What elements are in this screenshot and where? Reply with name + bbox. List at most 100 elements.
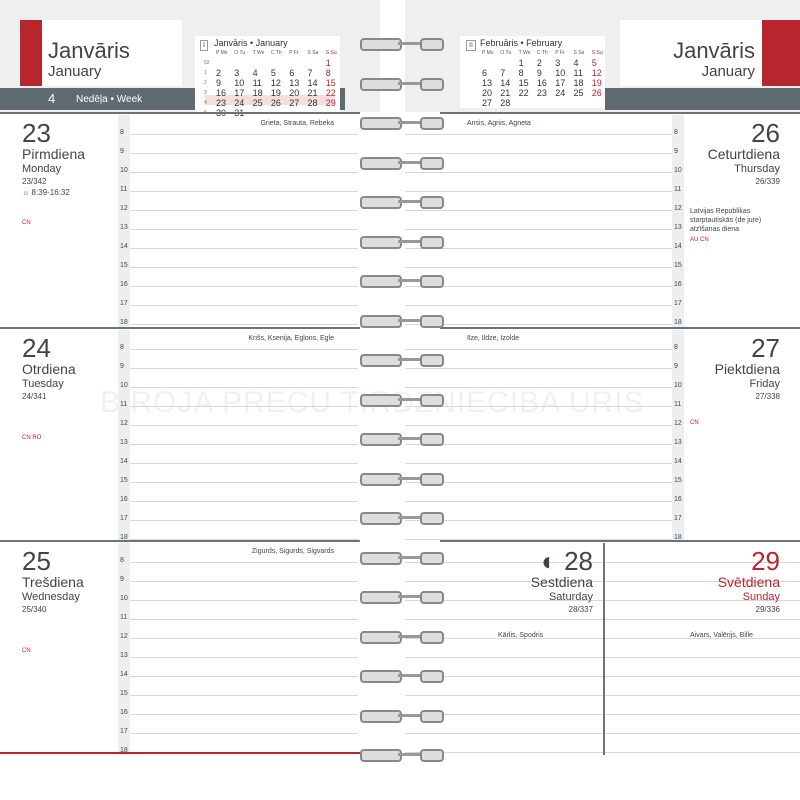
ruled-line [405, 520, 672, 521]
hour-label: 10 [120, 595, 128, 602]
mini-day: 8 [518, 68, 524, 78]
mini-day: 15 [325, 78, 336, 88]
mini-day: 6 [482, 68, 488, 78]
day-of-year: 23/342 [22, 177, 47, 186]
day-name-en: Friday [749, 378, 780, 390]
ruled-line [130, 733, 358, 734]
week-number: 4 [48, 91, 56, 106]
ruled-line [405, 676, 603, 677]
ruled-line [405, 425, 672, 426]
mini-day: 26 [270, 98, 281, 108]
ruled-line [130, 539, 358, 540]
mini-day: 28 [500, 98, 511, 108]
spiral-wire [398, 318, 420, 322]
day-name-lv: Svētdiena [717, 574, 780, 590]
hour-label: 17 [120, 300, 128, 307]
mini-day: 10 [234, 78, 245, 88]
spiral-wire [398, 634, 420, 638]
weekday-header: C Th [536, 50, 548, 56]
ruled-line [130, 638, 358, 639]
ruled-line [405, 600, 603, 601]
mini-calendar-bg [460, 36, 605, 108]
mini-day: 14 [500, 78, 511, 88]
mini-day: 8 [325, 68, 331, 78]
mini-day: 5 [591, 58, 597, 68]
spiral-wire [398, 595, 420, 598]
hour-label: 11 [674, 186, 682, 193]
spiral-ring [420, 749, 444, 762]
mini-day: 22 [518, 88, 529, 98]
week-bar [605, 88, 800, 110]
ruled-line [605, 600, 800, 601]
ruled-line [405, 581, 603, 582]
day-divider [440, 540, 800, 542]
day-name-en: Sunday [742, 591, 780, 603]
day-number: 24 [22, 333, 51, 363]
mini-day: 26 [591, 88, 602, 98]
ruled-line [130, 134, 358, 135]
spiral-ring [360, 38, 402, 51]
mini-day: 28 [307, 98, 318, 108]
hour-label: 18 [674, 534, 682, 541]
hour-label: 18 [120, 319, 128, 326]
ruled-line [130, 600, 358, 601]
hour-label: 9 [120, 148, 124, 155]
spiral-wire [398, 358, 420, 361]
week-number: 4 [204, 100, 207, 106]
hour-column [118, 330, 130, 542]
day-name-en: Wednesday [22, 591, 80, 603]
mini-day: 5 [270, 68, 276, 78]
name-days: Grieta, Strauta, Rebeka [260, 120, 334, 127]
day-of-year: 29/336 [755, 605, 780, 614]
spiral-ring [420, 591, 444, 604]
ruled-line [130, 210, 358, 211]
mini-day: 17 [234, 88, 245, 98]
week-number: 1 [204, 70, 207, 76]
mini-day: 20 [482, 88, 493, 98]
hour-label: 17 [674, 515, 682, 522]
hour-label: 10 [674, 382, 682, 389]
red-tab [762, 20, 800, 86]
hour-label: 12 [674, 205, 682, 212]
spiral-wire [398, 476, 420, 480]
spiral-wire [398, 160, 420, 164]
day-name-en: Saturday [548, 591, 593, 603]
mini-day: 11 [252, 78, 262, 88]
spiral-ring [420, 235, 444, 249]
spiral-ring [420, 77, 444, 91]
mini-day: 4 [573, 58, 579, 68]
mini-day: 19 [270, 88, 281, 98]
name-days: Ilze, Ildze, Izolde [467, 335, 520, 342]
hour-label: 11 [674, 401, 682, 408]
mini-day: 27 [289, 98, 300, 108]
mini-day: 25 [252, 98, 263, 108]
spiral-ring [360, 551, 402, 565]
mini-day: 19 [591, 78, 602, 88]
spiral-ring [360, 749, 402, 762]
ruled-line [130, 425, 358, 426]
mini-day: 18 [573, 78, 584, 88]
mini-day: 3 [234, 68, 240, 78]
hour-label: 13 [120, 439, 128, 446]
hour-label: 9 [120, 576, 124, 583]
hour-column [118, 115, 130, 327]
week-label: Nedēļa • Week [76, 94, 143, 105]
ruled-line [130, 153, 358, 154]
spiral-wire [398, 239, 420, 243]
hour-label: 8 [120, 344, 124, 351]
hour-label: 8 [120, 129, 124, 136]
day-notes: CN [690, 420, 699, 426]
ruled-line [130, 387, 358, 388]
name-days: Ansis, Agnis, Agneta [467, 120, 531, 127]
mini-day: 16 [216, 88, 227, 98]
hour-label: 11 [120, 401, 128, 408]
hour-label: 14 [120, 671, 128, 678]
ruled-line [605, 695, 800, 696]
hour-label: 14 [120, 458, 128, 465]
ruled-line [405, 501, 672, 502]
week-number: 3 [204, 90, 207, 96]
spiral-wire [398, 200, 420, 203]
mini-day: 6 [289, 68, 295, 78]
ruled-line [605, 657, 800, 658]
